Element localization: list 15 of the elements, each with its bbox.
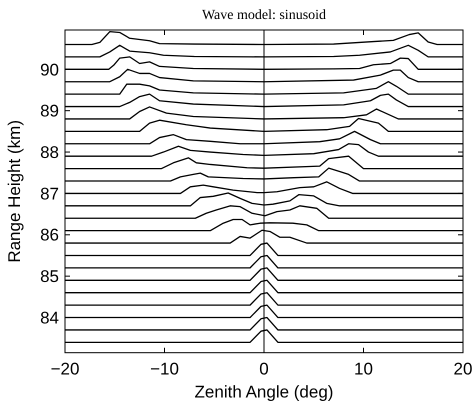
y-tick-label: 86 xyxy=(40,226,59,245)
x-tick-label: 10 xyxy=(354,360,373,379)
x-tick-label: −20 xyxy=(50,360,80,379)
y-tick-label: 90 xyxy=(40,60,59,80)
y-tick-label: 89 xyxy=(40,102,59,121)
x-axis-title: Zenith Angle (deg) xyxy=(194,382,334,402)
y-tick-label: 85 xyxy=(40,267,59,286)
y-tick-label: 87 xyxy=(40,184,59,204)
x-tick-label: 20 xyxy=(454,360,472,379)
x-tick-label: −10 xyxy=(150,360,179,379)
y-axis-title: Range Height (km) xyxy=(5,120,24,263)
chart-title: Wave model: sinusoid xyxy=(202,8,326,23)
y-tick-label: 84 xyxy=(40,308,59,328)
y-tick-label: 88 xyxy=(40,142,59,162)
x-tick-label: 0 xyxy=(259,360,269,379)
